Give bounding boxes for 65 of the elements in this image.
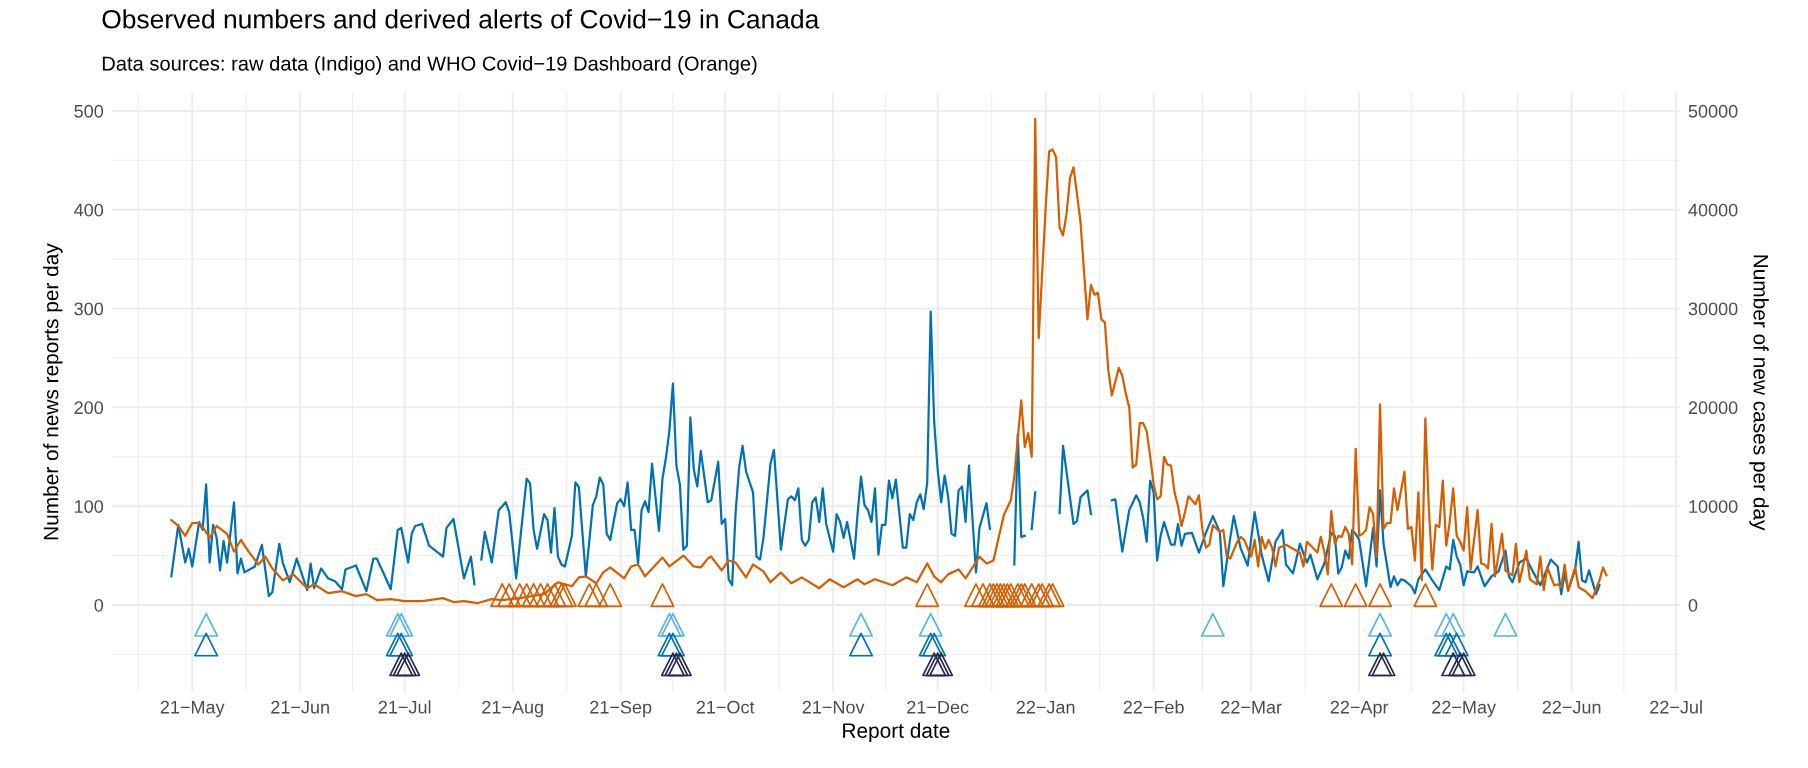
point: [848, 612, 874, 637]
x-tick-label: 22−Jun: [1542, 700, 1601, 714]
y-tick-label: 200: [74, 401, 104, 415]
x-tick-label: 21−Oct: [696, 700, 755, 714]
x-tick-label: 21−Jul: [378, 700, 431, 714]
chart-title: Observed numbers and derived alerts of Covid−19 in Canada: [102, 9, 820, 29]
x-tick-label: 22−Feb: [1123, 700, 1184, 714]
x-tick-label: 22−May: [1432, 700, 1496, 718]
x-tick-label: 21−Aug: [482, 700, 543, 718]
y-tick-label: 0: [94, 598, 104, 612]
y2-tick-label: 10000: [1689, 500, 1738, 513]
point: [194, 612, 219, 637]
y2-tick-label: 30000: [1688, 302, 1738, 316]
point: [194, 632, 219, 657]
x-tick-label: 21−Nov: [802, 700, 865, 714]
x-axis-title: Report date: [843, 722, 950, 743]
point: [918, 612, 943, 637]
line-series: [170, 117, 1608, 605]
y2-tick-label: 0: [1688, 598, 1698, 612]
point: [915, 583, 940, 608]
y-tick-label: 400: [74, 203, 104, 217]
point: [598, 583, 623, 608]
point: [1019, 583, 1044, 608]
point: [1413, 583, 1438, 608]
point: [497, 583, 522, 608]
y2-tick-label: 50000: [1688, 104, 1738, 118]
y-tick-label: 300: [74, 302, 104, 316]
y-tick-label: 500: [74, 104, 104, 118]
point: [1493, 612, 1518, 637]
x-tick-label: 22−Apr: [1330, 700, 1389, 718]
x-tick-label: 21−Sep: [590, 700, 652, 718]
point: [963, 583, 989, 608]
point: [528, 583, 553, 608]
point: [1441, 652, 1466, 677]
point: [848, 632, 874, 657]
point: [514, 583, 539, 608]
y-tick-label: 100: [75, 500, 104, 513]
point: [535, 583, 560, 608]
point: [490, 583, 515, 608]
y2-tick-label: 40000: [1688, 203, 1738, 217]
point: [970, 583, 995, 608]
point: [542, 583, 567, 608]
y2-axis-title: Number of new cases per day: [1749, 255, 1769, 531]
point: [521, 583, 546, 608]
point: [1343, 583, 1368, 608]
chart-subtitle: Data sources: raw data (Indigo) and WHO Covid−19 Dashboard (Orange): [102, 55, 757, 75]
x-tick-label: 22−Jul: [1650, 700, 1702, 714]
point: [577, 583, 602, 608]
x-tick-label: 22−Mar: [1221, 700, 1282, 714]
point: [584, 583, 609, 608]
point: [650, 583, 675, 608]
point: [1441, 612, 1466, 637]
x-tick-label: 21−May: [160, 700, 225, 718]
x-tick-label: 22−Jan: [1016, 700, 1075, 714]
point: [1368, 612, 1393, 637]
point: [1319, 583, 1344, 608]
point: [1200, 612, 1225, 637]
point: [1444, 632, 1469, 657]
point: [1368, 583, 1393, 608]
point: [507, 583, 532, 608]
point: [1368, 632, 1393, 657]
y2-tick-label: 20000: [1688, 401, 1738, 415]
x-tick-label: 21−Jun: [271, 700, 329, 714]
y-axis-title: Number of news reports per day: [43, 243, 63, 540]
x-tick-label: 21−Dec: [907, 700, 969, 714]
